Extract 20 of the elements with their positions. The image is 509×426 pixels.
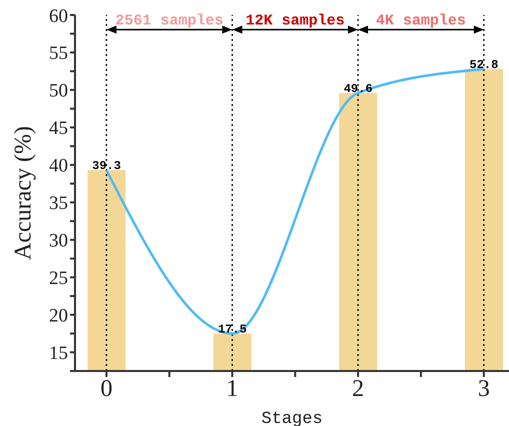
y-tick-label: 30: [49, 230, 68, 252]
x-tick-label: 1: [226, 376, 238, 402]
annotation: 12K samples: [246, 12, 345, 30]
y-tick-label: 55: [49, 43, 68, 64]
x-tick-label: 3: [478, 376, 490, 402]
x-tick-label: 2: [352, 376, 364, 402]
y-tick-label: 50: [49, 80, 68, 102]
y-tick-label: 15: [49, 343, 68, 364]
y-tick-label: 25: [49, 268, 68, 290]
y-tick-label: 35: [49, 193, 68, 214]
x-tick-label: 0: [100, 376, 112, 402]
annotation: 4K samples: [376, 12, 466, 30]
y-tick-label: 60: [49, 6, 68, 27]
data-label: 39.3: [92, 159, 121, 174]
annotation: 2561 samples: [115, 12, 224, 30]
data-label: 52.8: [470, 58, 498, 72]
y-tick-label: 40: [49, 156, 68, 177]
y-axis-title: Accuracy (%): [10, 126, 37, 260]
y-tick-label: 20: [49, 306, 68, 327]
y-tick-label: 45: [49, 118, 68, 140]
